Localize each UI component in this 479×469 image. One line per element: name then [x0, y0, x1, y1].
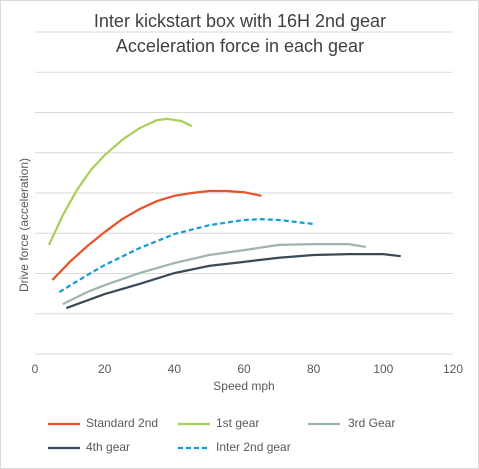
x-tick-label: 100: [373, 362, 393, 376]
chart-title: Inter kickstart box with 16H 2nd gear: [94, 11, 386, 31]
x-axis-label: Speed mph: [213, 379, 274, 393]
line: [58, 218, 314, 293]
legend-label: 4th gear: [86, 440, 130, 454]
legend-label: 3rd Gear: [348, 416, 395, 430]
x-tick-label: 40: [168, 362, 182, 376]
x-tick-label: 60: [237, 362, 251, 376]
legend-label: Standard 2nd: [86, 416, 158, 430]
legend-label: Inter 2nd gear: [216, 440, 291, 454]
line: [51, 189, 262, 281]
y-axis-label: Drive force (acceleration): [17, 158, 31, 292]
line: [62, 242, 367, 306]
chart-title: Acceleration force in each gear: [116, 36, 364, 56]
x-tick-label: 80: [307, 362, 321, 376]
line: [47, 117, 193, 246]
line: [65, 253, 401, 310]
x-tick-label: 0: [32, 362, 39, 376]
x-tick-label: 20: [98, 362, 112, 376]
legend-label: 1st gear: [216, 416, 259, 430]
x-tick-label: 120: [443, 362, 463, 376]
